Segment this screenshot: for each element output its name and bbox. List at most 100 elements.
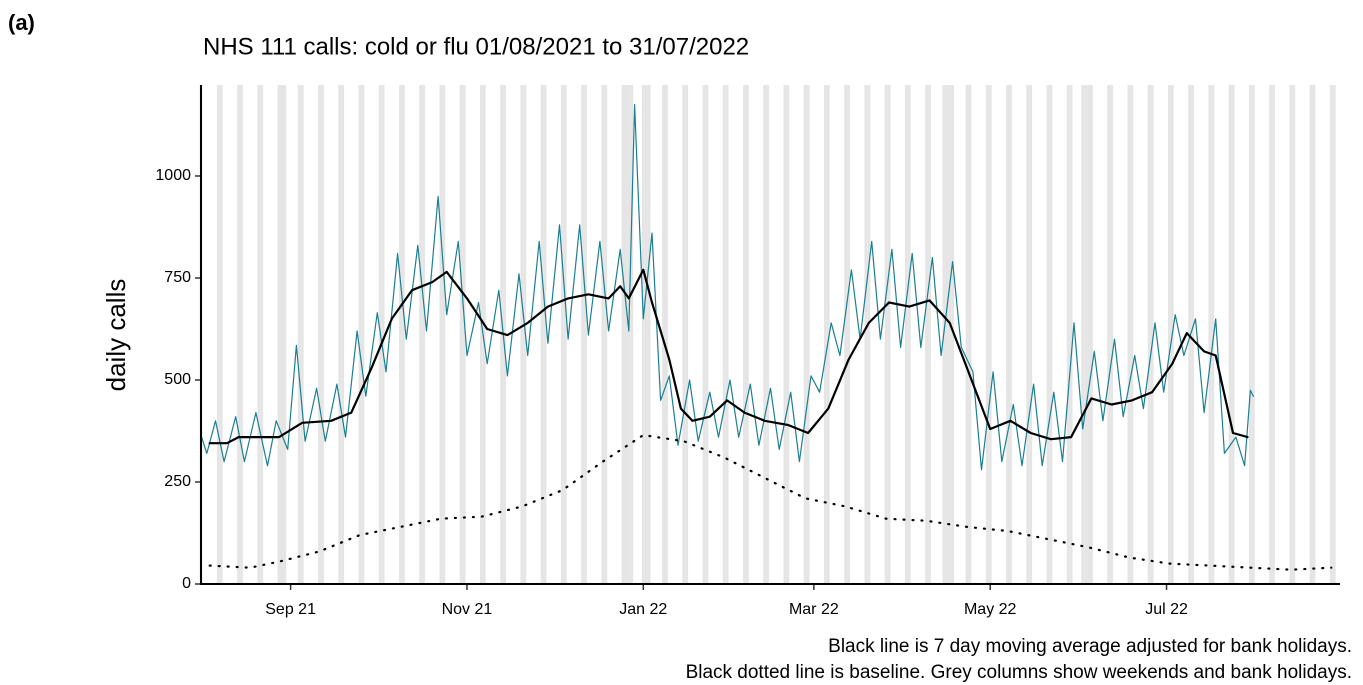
weekend-column (743, 85, 746, 584)
weekend-column (662, 85, 665, 584)
bank-holiday-column (951, 85, 955, 584)
weekend-column (219, 85, 223, 584)
weekend-column (1231, 85, 1235, 584)
weekend-column (320, 85, 324, 584)
weekend-column (1191, 85, 1195, 584)
weekend-column (685, 85, 689, 584)
weekend-column (520, 85, 524, 584)
weekend-column (1130, 85, 1134, 584)
weekend-column (260, 85, 264, 584)
weekend-column (280, 85, 284, 584)
weekend-column (682, 85, 686, 584)
weekend-column (1269, 85, 1273, 584)
x-tick-label: Mar 22 (789, 601, 839, 618)
weekend-column (462, 85, 466, 584)
weekend-column (1089, 85, 1093, 584)
weekend-column (844, 85, 848, 584)
weekend-column (1312, 85, 1316, 584)
weekend-column (1150, 85, 1154, 584)
bank-holiday-column (1084, 85, 1088, 584)
weekend-column (664, 85, 668, 584)
weekend-column (1211, 85, 1215, 584)
bank-holiday-column (283, 85, 287, 584)
weekend-column (864, 85, 868, 584)
weekend-column (358, 85, 362, 584)
series-line (208, 268, 1249, 445)
weekend-column (1127, 85, 1131, 584)
y-tick-label: 500 (164, 371, 191, 388)
weekend-column (867, 85, 871, 584)
weekend-column (1309, 85, 1313, 584)
weekend-column (1110, 85, 1114, 584)
bank-holiday-column (1081, 85, 1085, 584)
y-tick-label: 1000 (155, 167, 191, 184)
weekend-column (237, 85, 241, 584)
weekend-column (1332, 85, 1336, 584)
x-tick-label: May 22 (964, 601, 1017, 618)
weekend-column (277, 85, 281, 584)
weekend-column (1289, 85, 1293, 584)
weekend-column (1107, 85, 1111, 584)
weekend-column (786, 85, 790, 584)
weekend-column (341, 85, 345, 584)
weekend-column (1292, 85, 1296, 584)
weekend-column (601, 85, 605, 584)
weekend-column (907, 85, 911, 584)
weekend-column (884, 85, 888, 584)
x-tick-label: Jan 22 (619, 601, 667, 618)
bank-holiday-column (630, 85, 634, 584)
weekend-column (745, 85, 749, 584)
weekend-column (442, 85, 446, 584)
weekend-column (1147, 85, 1151, 584)
series-line (208, 434, 1333, 571)
weekend-column (560, 85, 564, 584)
weekend-column (968, 85, 972, 584)
note: Black line is 7 day moving average adjus… (828, 636, 1352, 657)
bank-holiday-column (647, 85, 651, 584)
weekend-column (459, 85, 463, 584)
weekend-column (1008, 85, 1012, 584)
weekend-column (928, 85, 931, 584)
weekend-column (1029, 85, 1033, 584)
weekend-column (702, 85, 706, 584)
weekend-column (338, 85, 342, 584)
weekend-column (240, 85, 243, 584)
weekend-column (1066, 85, 1070, 584)
weekend-column (823, 85, 827, 584)
weekend-column (847, 85, 850, 584)
weekend-column (257, 85, 261, 584)
weekend-column (1069, 85, 1073, 584)
weekend-column (381, 85, 385, 584)
weekend-column (826, 85, 830, 584)
weekend-column (988, 85, 992, 584)
panel-label: (a) (8, 10, 35, 35)
weekend-column (581, 85, 585, 584)
weekend-column (1248, 85, 1252, 584)
weekend-column (1167, 85, 1171, 584)
weekend-column (540, 85, 544, 584)
weekend-column (1188, 85, 1192, 584)
weekend-column (399, 85, 402, 584)
weekend-column (722, 85, 726, 584)
weekend-column (1006, 85, 1009, 584)
weekend-column (439, 85, 443, 584)
y-tick-label: 750 (164, 269, 191, 286)
weekend-column (806, 85, 810, 584)
weekend-column (300, 85, 304, 584)
weekend-column (925, 85, 929, 584)
weekend-column (523, 85, 527, 584)
weekend-column (1329, 85, 1333, 584)
weekend-column (1026, 85, 1030, 584)
weekend-column (318, 85, 321, 584)
weekend-column (965, 85, 969, 584)
weekend-column (361, 85, 365, 584)
x-tick-label: Nov 21 (442, 601, 493, 618)
weekend-column (1087, 85, 1090, 584)
x-tick-label: Sep 21 (265, 601, 316, 618)
weekend-column (479, 85, 483, 584)
x-tick-label: Jul 22 (1145, 601, 1188, 618)
weekend-column (763, 85, 767, 584)
weekend-column (766, 85, 770, 584)
y-tick-label: 0 (182, 575, 191, 592)
note: Black dotted line is baseline. Grey colu… (686, 662, 1352, 683)
